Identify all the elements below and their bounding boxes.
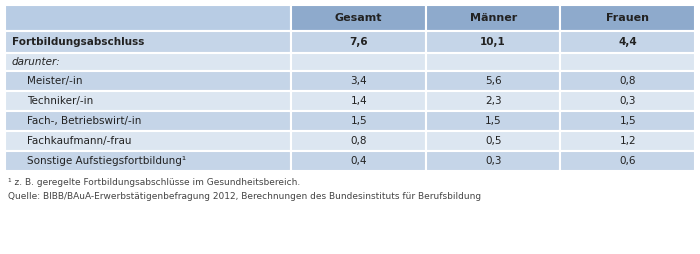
Text: 5,6: 5,6	[485, 76, 501, 86]
Bar	[5, 71, 291, 91]
Text: 0,3: 0,3	[620, 96, 636, 106]
Text: Quelle: BIBB/BAuA-Erwerbstätigenbefragung 2012, Berechnungen des Bundesinstituts: Quelle: BIBB/BAuA-Erwerbstätigenbefragun…	[8, 192, 481, 201]
Bar	[5, 5, 291, 31]
Bar	[291, 151, 426, 171]
Bar	[561, 111, 695, 131]
Bar	[426, 111, 561, 131]
Text: 0,4: 0,4	[351, 156, 367, 166]
Bar	[5, 53, 291, 71]
Text: Meister/-in: Meister/-in	[27, 76, 83, 86]
Bar	[561, 5, 695, 31]
Bar	[426, 5, 561, 31]
Text: 1,5: 1,5	[620, 116, 636, 126]
Bar	[561, 31, 695, 53]
Bar	[426, 31, 561, 53]
Text: 1,2: 1,2	[620, 136, 636, 146]
Text: darunter:: darunter:	[12, 57, 61, 67]
Bar	[561, 91, 695, 111]
Text: 0,8: 0,8	[351, 136, 367, 146]
Bar	[426, 91, 561, 111]
Text: 10,1: 10,1	[480, 37, 506, 47]
Text: Fach-, Betriebswirt/-in: Fach-, Betriebswirt/-in	[27, 116, 141, 126]
Bar	[291, 131, 426, 151]
Text: Männer: Männer	[470, 13, 517, 23]
Text: 4,4: 4,4	[618, 37, 637, 47]
Bar	[561, 151, 695, 171]
Bar	[426, 151, 561, 171]
Text: 2,3: 2,3	[485, 96, 501, 106]
Bar	[5, 151, 291, 171]
Text: 1,5: 1,5	[350, 116, 367, 126]
Text: 1,4: 1,4	[350, 96, 367, 106]
Text: Fachkaufmann/-frau: Fachkaufmann/-frau	[27, 136, 132, 146]
Bar	[291, 5, 426, 31]
Bar	[5, 91, 291, 111]
Text: Frauen: Frauen	[606, 13, 649, 23]
Text: Sonstige Aufstiegsfortbildung¹: Sonstige Aufstiegsfortbildung¹	[27, 156, 186, 166]
Bar	[426, 131, 561, 151]
Bar	[561, 71, 695, 91]
Text: 0,6: 0,6	[620, 156, 636, 166]
Bar	[291, 91, 426, 111]
Text: 0,8: 0,8	[620, 76, 636, 86]
Text: 1,5: 1,5	[485, 116, 501, 126]
Text: ¹ z. B. geregelte Fortbildungsabschlüsse im Gesundheitsbereich.: ¹ z. B. geregelte Fortbildungsabschlüsse…	[8, 178, 300, 187]
Bar	[291, 71, 426, 91]
Bar	[5, 31, 291, 53]
Bar	[5, 111, 291, 131]
Bar	[561, 131, 695, 151]
Bar	[426, 71, 561, 91]
Text: 0,5: 0,5	[485, 136, 501, 146]
Text: 0,3: 0,3	[485, 156, 501, 166]
Bar	[291, 111, 426, 131]
Text: Techniker/-in: Techniker/-in	[27, 96, 93, 106]
Text: Gesamt: Gesamt	[335, 13, 382, 23]
Bar	[5, 131, 291, 151]
Bar	[561, 53, 695, 71]
Text: 3,4: 3,4	[350, 76, 367, 86]
Bar	[291, 31, 426, 53]
Text: Fortbildungsabschluss: Fortbildungsabschluss	[12, 37, 144, 47]
Text: 7,6: 7,6	[349, 37, 368, 47]
Bar	[291, 53, 426, 71]
Bar	[426, 53, 561, 71]
